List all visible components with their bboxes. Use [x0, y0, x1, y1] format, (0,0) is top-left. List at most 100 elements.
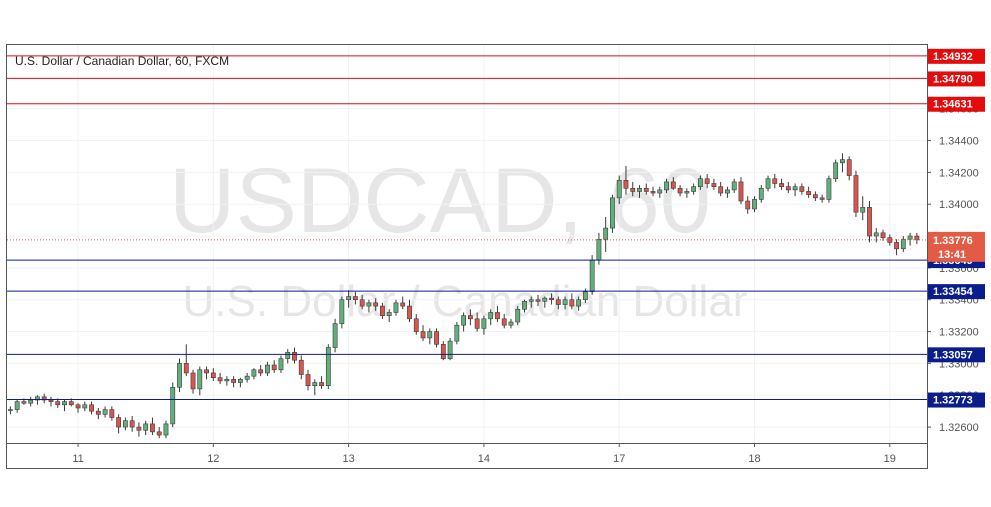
candle-down	[549, 297, 554, 301]
y-tick-label: 1.32600	[939, 422, 979, 434]
candle-down	[373, 302, 379, 307]
candle-up	[731, 181, 737, 191]
candle-up	[582, 291, 588, 301]
candle-up	[610, 197, 615, 229]
candle-up	[765, 178, 771, 189]
candle-down	[779, 183, 784, 187]
candle-down	[711, 183, 717, 187]
x-tick-label: 14	[478, 453, 490, 465]
candle-down	[785, 186, 791, 191]
candle-up	[170, 386, 176, 425]
candle-up	[576, 299, 582, 307]
candle-up	[454, 324, 460, 342]
candle-up	[393, 302, 399, 313]
candle-up	[177, 363, 182, 388]
candle-down	[420, 331, 426, 339]
candle-down	[298, 359, 304, 375]
candle-down	[495, 312, 500, 320]
x-tick-label: 13	[342, 453, 354, 465]
candle-down	[75, 404, 81, 409]
candle-up	[664, 181, 669, 191]
candle-up	[528, 299, 534, 302]
candle-down	[643, 187, 649, 192]
candle-down	[210, 372, 216, 379]
level-price-label: 1.34790	[933, 73, 973, 85]
level-price-label: 1.34932	[933, 51, 973, 63]
candle-up	[143, 423, 149, 431]
candle-down	[630, 187, 636, 192]
candle-layer	[7, 153, 920, 439]
candle-up	[163, 423, 169, 436]
candle-down	[292, 351, 297, 361]
candle-up	[603, 227, 609, 240]
x-tick-label: 12	[207, 453, 219, 465]
candle-up	[840, 159, 845, 164]
candle-up	[481, 318, 487, 329]
candle-down	[116, 417, 122, 428]
candle-up	[285, 351, 291, 359]
candle-down	[867, 207, 872, 237]
candle-down	[704, 178, 710, 184]
candle-down	[555, 299, 561, 305]
countdown-label: 13:41	[938, 249, 966, 261]
candle-up	[616, 180, 622, 199]
candle-up	[447, 340, 453, 359]
y-tick-label: 1.33200	[939, 327, 979, 339]
level-price-tag	[928, 71, 985, 87]
candle-down	[440, 343, 446, 359]
candle-down	[352, 296, 358, 301]
candle-up	[596, 238, 602, 261]
level-price-tag	[928, 284, 985, 300]
candle-down	[136, 426, 142, 431]
watermark-symbol: USDCAD, 60	[169, 150, 711, 252]
y-tick-label: 1.34000	[939, 199, 979, 211]
candle-up	[237, 379, 243, 383]
candle-down	[677, 187, 683, 194]
chart-title: U.S. Dollar / Canadian Dollar, 60, FXCM	[15, 54, 229, 68]
candle-down	[650, 191, 656, 194]
candle-down	[407, 305, 412, 320]
candle-up	[102, 409, 108, 415]
candle-down	[109, 409, 115, 418]
x-tick-label: 19	[884, 453, 896, 465]
candle-down	[258, 369, 264, 374]
candle-up	[122, 420, 128, 428]
candle-down	[846, 159, 852, 176]
candle-down	[319, 382, 324, 386]
candle-up	[312, 382, 318, 386]
candle-up	[792, 186, 798, 191]
candle-up	[339, 299, 345, 324]
candle-up	[508, 321, 514, 326]
candle-down	[535, 299, 541, 302]
candle-down	[413, 318, 419, 332]
candle-down	[806, 191, 812, 195]
candle-up	[28, 399, 34, 404]
candle-up	[197, 369, 203, 390]
candle-up	[542, 297, 548, 302]
candle-down	[21, 401, 27, 404]
candle-up	[82, 404, 88, 409]
candle-up	[873, 232, 879, 237]
candle-up	[725, 189, 730, 194]
tag-layer: 1.349321.347901.346311.336491.334541.330…	[928, 48, 985, 408]
candle-down	[204, 369, 209, 374]
candle-up	[386, 312, 392, 316]
candle-up	[522, 301, 527, 310]
level-price-tag	[928, 392, 985, 408]
candle-up	[278, 358, 284, 371]
candle-down	[190, 372, 196, 390]
candle-down	[745, 200, 751, 210]
candle-down	[467, 315, 473, 320]
level-price-tag	[928, 48, 985, 64]
candle-up	[515, 308, 521, 323]
candle-down	[400, 302, 406, 307]
candle-up	[758, 187, 764, 200]
candle-down	[55, 401, 61, 406]
candle-down	[217, 377, 223, 382]
candle-down	[380, 305, 385, 316]
plot-frame	[6, 44, 928, 469]
candle-down	[305, 374, 311, 386]
y-tick-label: 1.34200	[939, 167, 979, 179]
